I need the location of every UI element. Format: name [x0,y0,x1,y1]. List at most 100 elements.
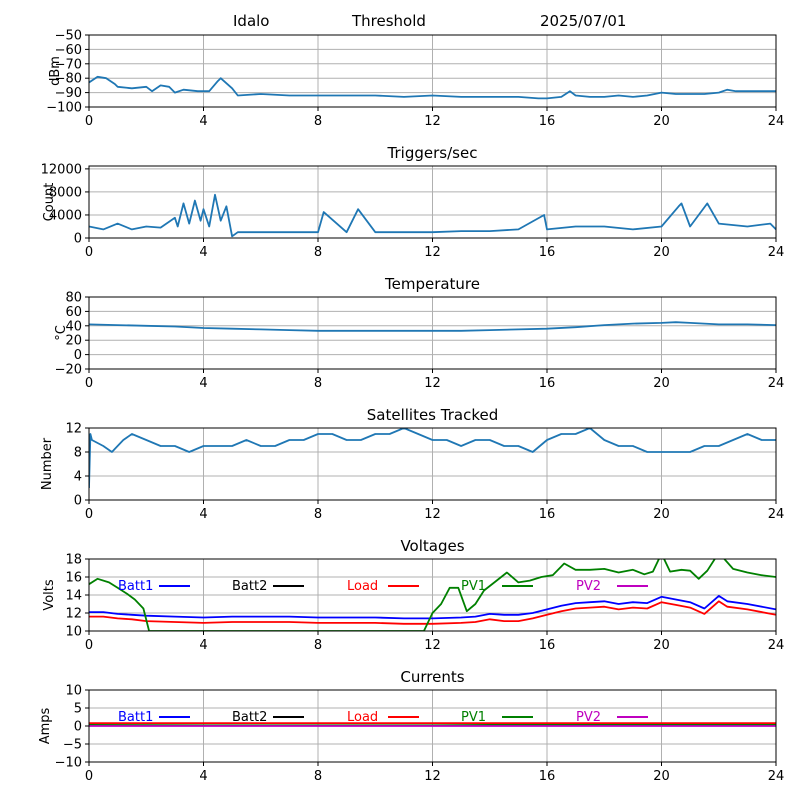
x-tick-label: 4 [199,376,207,391]
x-tick-label: 8 [314,376,322,391]
legend-label: PV1 [461,579,486,594]
x-tick-label: 16 [539,638,556,653]
x-tick-label: 0 [85,245,93,260]
panel-title: Temperature [384,275,480,293]
legend-label: PV2 [576,710,601,725]
x-tick-label: 4 [199,507,207,522]
y-tick-label: −70 [55,57,82,72]
legend-label: Batt2 [232,579,267,594]
legend-label: Load [347,579,378,594]
y-tick-label: 4000 [49,208,82,223]
panel-title: Satellites Tracked [367,406,498,424]
x-tick-label: 24 [768,638,785,653]
y-tick-label: 16 [65,571,82,586]
y-tick-label: 5 [74,702,82,717]
y-axis-label: Amps [38,707,53,744]
x-tick-label: 12 [424,376,441,391]
y-tick-label: 12000 [41,162,82,177]
y-tick-label: 14 [65,589,82,604]
x-tick-label: 24 [768,769,785,784]
x-tick-label: 20 [653,769,670,784]
x-tick-label: 0 [85,376,93,391]
y-tick-label: 0 [74,494,82,509]
x-tick-label: 4 [199,114,207,129]
x-tick-label: 24 [768,376,785,391]
y-tick-label: 60 [65,305,82,320]
x-tick-label: 8 [314,638,322,653]
y-axis-label: Count [42,183,57,222]
panel-title: Currents [400,668,464,686]
x-tick-label: 4 [199,769,207,784]
y-tick-label: 8000 [49,185,82,200]
y-axis-label: Number [40,437,55,490]
x-tick-label: 16 [539,245,556,260]
x-tick-label: 16 [539,376,556,391]
legend-label: Load [347,710,378,725]
x-tick-label: 20 [653,245,670,260]
x-tick-label: 16 [539,114,556,129]
x-tick-label: 12 [424,638,441,653]
header-date: 2025/07/01 [540,12,627,30]
x-tick-label: 20 [653,507,670,522]
legend-label: PV1 [461,710,486,725]
x-tick-label: 20 [653,114,670,129]
x-tick-label: 8 [314,507,322,522]
legend-label: Batt2 [232,710,267,725]
x-tick-label: 0 [85,769,93,784]
x-tick-label: 16 [539,769,556,784]
y-tick-label: −60 [55,43,82,58]
series-line-value [89,428,776,489]
series-line-value [89,193,776,238]
series-line-pv1 [89,559,776,631]
x-tick-label: 16 [539,507,556,522]
x-tick-label: 4 [199,245,207,260]
y-tick-label: 12 [65,422,82,437]
y-tick-label: −5 [63,738,82,753]
x-tick-label: 12 [424,114,441,129]
y-axis-label: Volts [42,579,57,611]
y-tick-label: 0 [74,232,82,247]
y-tick-label: 40 [65,319,82,334]
x-tick-label: 0 [85,638,93,653]
x-tick-label: 0 [85,114,93,129]
header-station: Idalo [233,12,270,30]
x-tick-label: 20 [653,638,670,653]
x-tick-label: 0 [85,507,93,522]
header-mode: Threshold [352,12,426,30]
y-tick-label: 0 [74,348,82,363]
x-tick-label: 12 [424,507,441,522]
x-tick-label: 12 [424,769,441,784]
x-tick-label: 20 [653,376,670,391]
y-tick-label: 0 [74,720,82,735]
y-axis-label: °C [54,325,69,341]
panel-title: Voltages [400,537,464,555]
series-line-value [89,321,776,332]
x-tick-label: 8 [314,769,322,784]
legend-label: Batt1 [118,710,153,725]
x-tick-label: 24 [768,507,785,522]
y-tick-label: −20 [55,363,82,378]
series-line-value [89,75,776,100]
x-tick-label: 24 [768,245,785,260]
y-axis-label: dBm [48,56,63,86]
y-tick-label: −100 [46,101,82,116]
y-tick-label: −90 [55,86,82,101]
y-tick-label: 18 [65,553,82,568]
series-line-load [89,600,776,625]
x-tick-label: 4 [199,638,207,653]
panel-title: Triggers/sec [387,144,478,162]
x-tick-label: 8 [314,245,322,260]
y-tick-label: −50 [55,29,82,44]
x-tick-label: 12 [424,245,441,260]
y-tick-label: 20 [65,334,82,349]
x-tick-label: 8 [314,114,322,129]
legend-label: Batt1 [118,579,153,594]
y-tick-label: 10 [65,684,82,699]
y-tick-label: −80 [55,72,82,87]
y-tick-label: 12 [65,607,82,622]
y-tick-label: 80 [65,291,82,306]
legend-label: PV2 [576,579,601,594]
y-tick-label: 8 [74,446,82,461]
y-tick-label: 4 [74,470,82,485]
